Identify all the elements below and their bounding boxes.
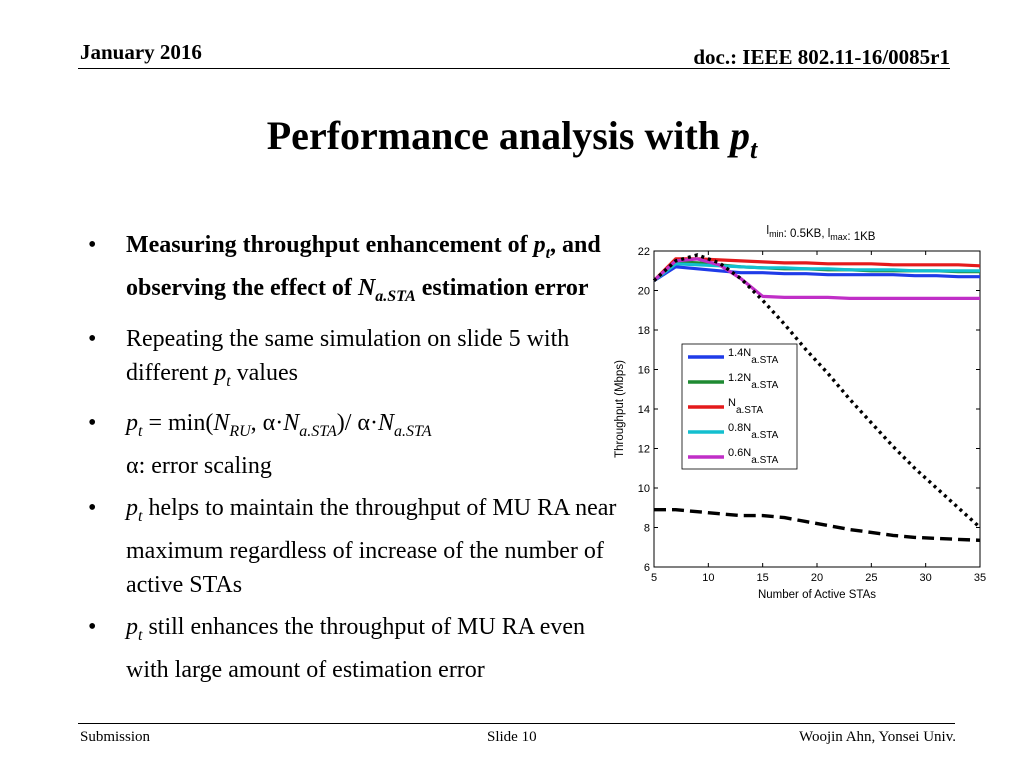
pt-var-sub: t [138, 507, 143, 525]
series-line-4 [652, 257, 980, 301]
n-var-sub: a.STA [299, 423, 337, 441]
n-var: N [377, 410, 394, 437]
eq-part: = min( [142, 410, 214, 437]
bullet-5-text: still enhances the throughput of MU RA e… [126, 613, 586, 683]
bullet-list: Measuring throughput enhancement of pt, … [88, 228, 618, 695]
legend-label: 1.4Na.STA [728, 347, 779, 366]
legend-label: Na.STA [728, 397, 763, 416]
y-axis-label: Throughput (Mbps) [614, 360, 626, 458]
x-tick-label: 20 [811, 572, 823, 584]
x-tick-label: 10 [702, 572, 714, 584]
n-var: N [357, 274, 376, 301]
throughput-chart: 5 10 15 20 25 30 35 6 8 10 12 14 16 18 20 22 Number of A… [614, 225, 986, 601]
y-tick-label: 12 [638, 444, 650, 456]
chart-title: lmin: 0.5KB, lmax: 1KB [767, 225, 876, 243]
pt-var: p [126, 495, 138, 522]
pt-var: p [126, 613, 138, 640]
x-tick-label: 15 [757, 572, 769, 584]
header-doc-id: doc.: IEEE 802.11-16/0085r1 [693, 45, 950, 69]
series-line-5 [652, 253, 982, 529]
alpha-note: α: error scaling [126, 453, 272, 480]
bullet-1-text-c: estimation error [421, 274, 589, 301]
pt-var: p [214, 359, 227, 386]
n-var-sub: a.STA [394, 423, 432, 441]
y-tick-label: 16 [638, 365, 650, 377]
pt-var-sub: t [138, 626, 143, 644]
n-var-sub: a.STA [375, 287, 416, 305]
bullet-item: Repeating the same simulation on slide 5… [88, 322, 618, 399]
legend-label: 0.8Na.STA [728, 422, 779, 441]
eq-part: )/ α· [336, 410, 378, 437]
bullet-1-text-b: , and observing the effect of [126, 232, 601, 301]
bullet-2-text-a: Repeating the same simulation on slide 5… [126, 325, 570, 386]
x-tick-label: 30 [920, 572, 932, 584]
n-var: N [283, 410, 300, 437]
legend-label: 0.6Na.STA [728, 447, 779, 466]
footer-left: Submission [80, 729, 151, 745]
header-date: January 2016 [80, 40, 202, 64]
pt-var-sub: t [138, 423, 143, 441]
legend-label: 1.2Na.STA [728, 372, 779, 391]
x-tick-label: 35 [974, 572, 986, 584]
footer-author: Woojin Ahn, Yonsei Univ. [798, 729, 956, 745]
bullet-item: Measuring throughput enhancement of pt, … [88, 228, 618, 314]
pt-var: p [533, 232, 546, 258]
series-line-6 [654, 508, 981, 542]
nru-var-sub: RU [229, 423, 251, 441]
x-tick-label: 5 [651, 572, 657, 584]
y-tick-label: 14 [638, 404, 650, 416]
footer-divider [78, 723, 955, 724]
header-divider [78, 68, 950, 69]
slide-title-text: Performance analysis with [266, 113, 731, 158]
y-tick-label: 8 [644, 523, 650, 535]
bullet-item: pt helps to maintain the throughput of M… [88, 491, 618, 602]
pt-var-sub: t [226, 372, 231, 390]
bullet-4-text: helps to maintain the throughput of MU R… [126, 495, 617, 598]
bullet-2-text-b: values [230, 359, 298, 386]
nru-var: N [213, 410, 230, 437]
y-tick-label: 10 [638, 483, 650, 495]
pt-var: p [126, 410, 138, 437]
eq-part: , α· [250, 410, 284, 437]
slide-title-var-sub: t [750, 135, 758, 164]
footer-slide-number: Slide 10 [487, 729, 537, 745]
x-axis-label: Number of Active STAs [758, 589, 876, 601]
slide-title: Performance analysis with pt [0, 112, 1024, 165]
pt-var-sub: t [545, 244, 551, 262]
y-tick-label: 18 [638, 325, 650, 337]
y-tick-label: 22 [638, 246, 650, 258]
y-tick-label: 20 [638, 286, 650, 298]
series-line-3 [653, 262, 980, 282]
y-tick-label: 6 [644, 562, 650, 574]
series-line-0 [653, 265, 980, 282]
x-tick-label: 25 [865, 572, 877, 584]
bullet-item: pt still enhances the throughput of MU R… [88, 610, 618, 687]
bullet-1-text-a: Measuring throughput enhancement of [126, 232, 528, 258]
slide-title-var: p [730, 113, 751, 158]
